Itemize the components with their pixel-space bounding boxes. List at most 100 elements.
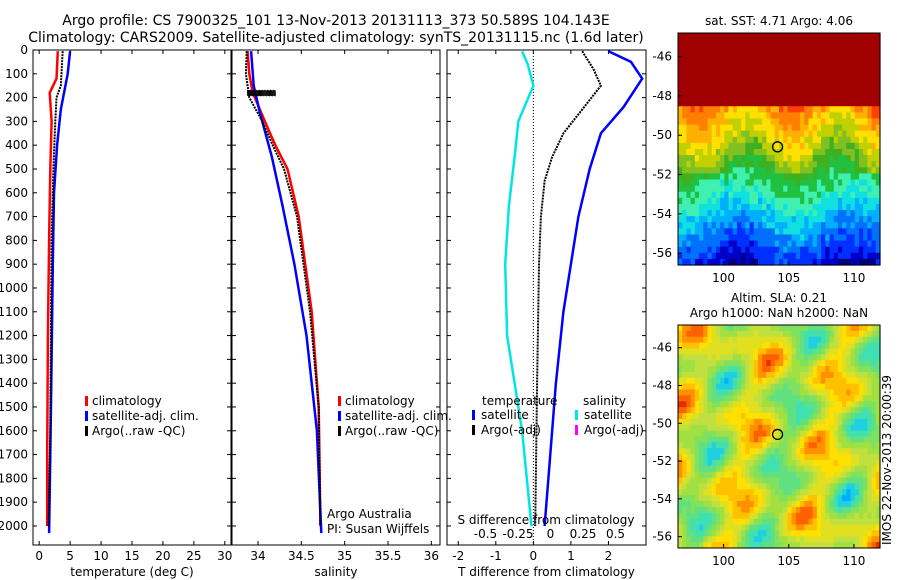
- sla_map-cell: [753, 336, 759, 344]
- sst_map-cell: [715, 185, 721, 193]
- sst_map-cell: [678, 51, 683, 59]
- sst_map-cell: [728, 228, 734, 236]
- sst_map-cell: [766, 210, 772, 217]
- sla_map-cell: [791, 377, 797, 385]
- sst_map-cell: [833, 118, 839, 126]
- sst_map-cell: [858, 57, 864, 65]
- sla_map-cell: [829, 383, 835, 391]
- sst_map-cell: [745, 173, 751, 181]
- salinity-xlabel: salinity: [314, 565, 357, 579]
- sla_map-cell: [812, 371, 818, 379]
- sst_map-cell: [821, 75, 826, 83]
- sla_map-cell: [736, 325, 742, 332]
- sla_map-cell: [829, 342, 835, 350]
- sst_map-cell: [757, 197, 763, 205]
- sst_map-cell: [808, 240, 814, 248]
- sst_map-cell: [682, 87, 688, 95]
- sst_map-cell: [749, 136, 755, 144]
- sst_map-cell: [779, 185, 784, 193]
- sla_map-cell: [757, 413, 763, 420]
- sst_map-cell: [787, 173, 793, 181]
- sla_map-cell: [825, 336, 831, 344]
- sla_map-cell: [682, 495, 688, 502]
- sst_map-cell: [779, 234, 784, 242]
- sst_map-cell: [812, 240, 818, 248]
- sst_map-cell: [783, 197, 789, 205]
- sla_map-cell: [783, 395, 789, 402]
- sst_map-cell: [690, 167, 696, 175]
- sla_map-cell: [795, 459, 801, 467]
- sla_map-cell: [728, 442, 734, 449]
- sla_map-cell: [795, 542, 801, 549]
- sla_map-cell: [858, 401, 864, 408]
- sla_map-cell: [825, 360, 831, 367]
- sst_map-cell: [846, 69, 852, 77]
- sst_map-cell: [745, 246, 751, 254]
- sst_map-cell: [711, 81, 717, 89]
- sla_map-cell: [707, 401, 713, 408]
- sst_map-cell: [812, 87, 818, 95]
- sla_map-cell: [863, 354, 868, 361]
- sst_map-cell: [833, 94, 839, 101]
- sla_map-cell: [757, 506, 763, 514]
- sst_map-cell: [833, 112, 839, 120]
- sst_map-cell: [715, 87, 721, 95]
- sst_map-cell: [783, 258, 789, 266]
- sla_map-cell: [863, 448, 868, 455]
- sst_map-cell: [694, 203, 700, 211]
- sst_map-cell: [720, 33, 725, 40]
- sst_map-cell: [842, 57, 847, 65]
- sst_map-cell: [779, 246, 784, 254]
- sla_map-cell: [762, 360, 767, 367]
- sla_map-cell: [804, 330, 810, 338]
- sla_map-cell: [871, 389, 877, 397]
- sst_map-cell: [821, 118, 826, 126]
- sla_map-cell: [846, 506, 852, 514]
- sst_map-cell: [804, 246, 810, 254]
- sst_map-cell: [741, 222, 746, 229]
- sst_map-cell: [757, 136, 763, 144]
- sst_map-cell: [850, 234, 856, 242]
- sst_map-cell: [812, 252, 818, 260]
- sla_map-cell: [720, 395, 725, 402]
- sst_map-cell: [766, 33, 772, 40]
- sla_map-cell: [711, 330, 717, 338]
- sla_map-cell: [736, 418, 742, 426]
- sla_map-cell: [724, 530, 730, 537]
- sla_map-cell: [783, 536, 789, 543]
- sla_map-cell: [757, 459, 763, 467]
- sst_map-cell: [724, 51, 730, 59]
- sst_map-cell: [795, 118, 801, 126]
- sla_map-cell: [808, 407, 814, 414]
- sla_map-cell: [863, 366, 868, 373]
- sst_map-cell: [821, 173, 826, 181]
- sst_map-cell: [867, 69, 873, 77]
- sla_map-cell: [694, 360, 700, 367]
- sla_map-cell: [850, 495, 856, 502]
- sst_map-cell: [795, 246, 801, 254]
- sst_map-cell: [732, 142, 738, 150]
- sla_map-cell: [850, 354, 856, 361]
- sst_map-cell: [745, 222, 751, 229]
- sst_map-cell: [770, 87, 776, 95]
- sla_map-cell: [854, 336, 860, 344]
- sst_map-cell: [703, 142, 709, 150]
- sla_map-cell: [871, 330, 877, 338]
- sst_map-cell: [707, 258, 713, 266]
- sla_map-cell: [720, 506, 725, 514]
- sst_map-cell: [867, 94, 873, 101]
- sla_map-cell: [757, 477, 763, 485]
- sst_map-cell: [867, 136, 873, 144]
- sst_map-cell: [791, 69, 797, 77]
- sla_map-cell: [875, 383, 881, 391]
- sst_map-cell: [715, 179, 721, 187]
- sst_map-cell: [711, 136, 717, 144]
- sst_map-cell: [833, 167, 839, 175]
- sla_map-cell: [842, 325, 847, 332]
- sst_map-cell: [842, 179, 847, 187]
- sst_map-cell: [795, 185, 801, 193]
- sla_map-cell: [707, 360, 713, 367]
- sla_map-cell: [749, 495, 755, 502]
- sla_map-cell: [774, 360, 780, 367]
- sst_map-cell: [699, 173, 704, 181]
